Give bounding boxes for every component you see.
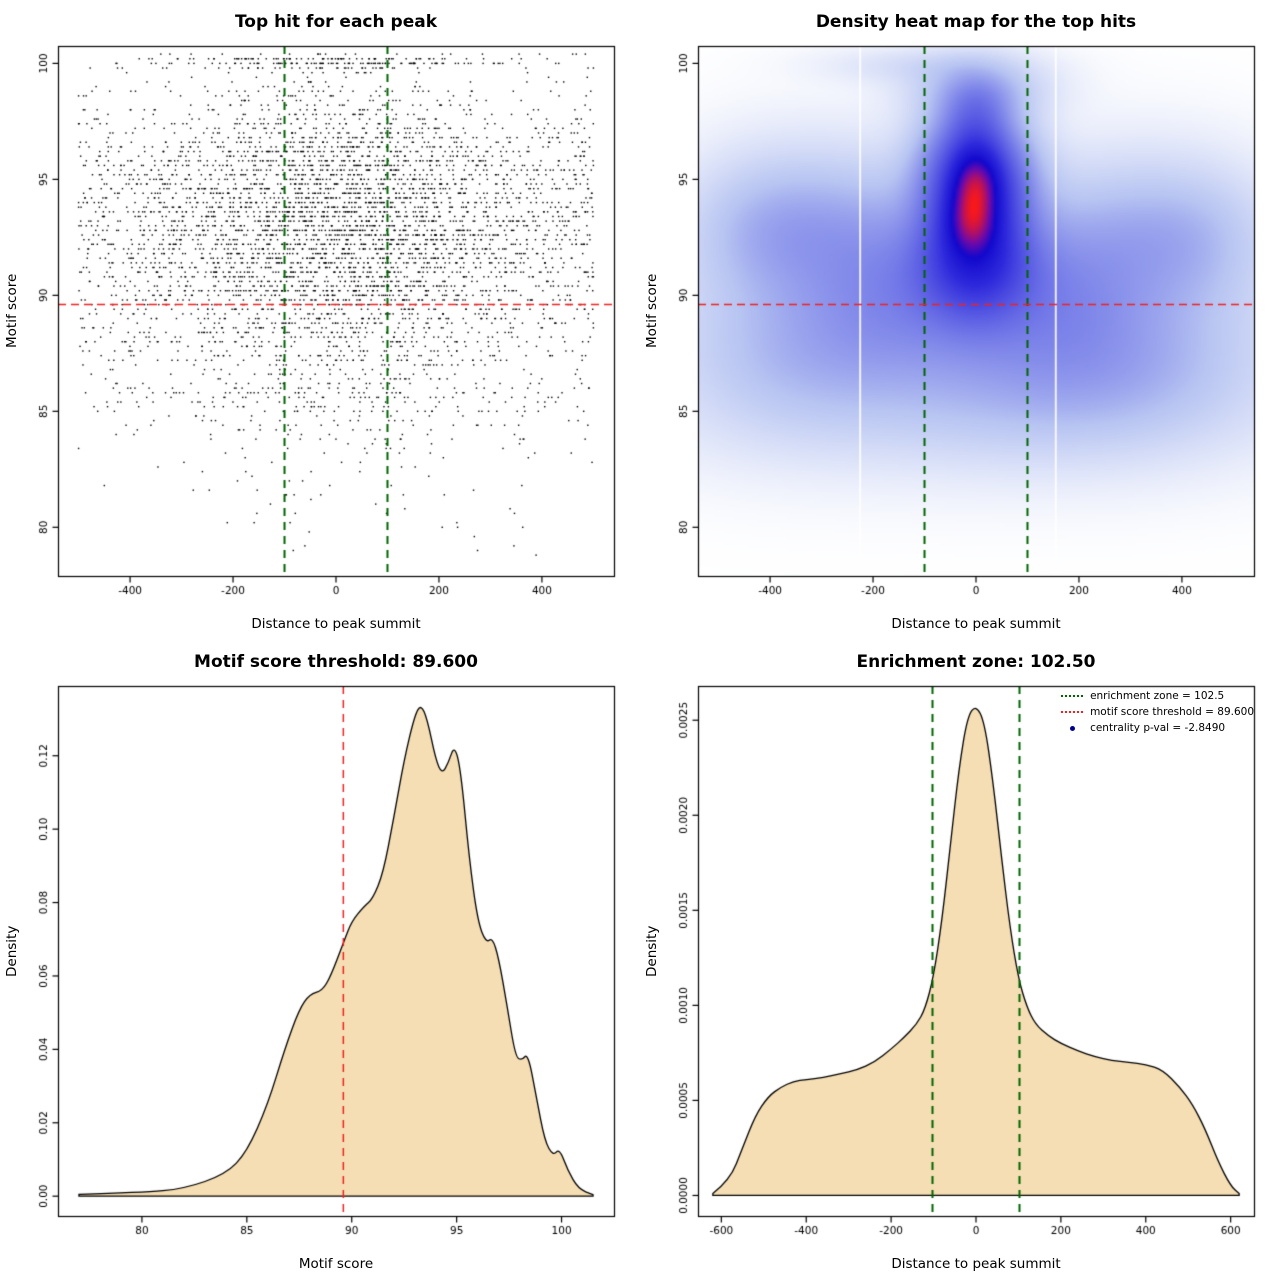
chart-title-heatmap: Density heat map for the top hits <box>815 12 1137 32</box>
y-axis-label-scatter: Motif score <box>4 273 20 349</box>
blue-dot-marker <box>1069 725 1075 731</box>
panel-top-hit-scatter: Top hit for each peak Distance to peak s… <box>0 0 640 640</box>
plot-legend: enrichment zone = 102.5 motif score thre… <box>1061 690 1254 734</box>
chart-title-enrichment-zone: Enrichment zone: 102.50 <box>856 652 1096 672</box>
enrichment-density-plot-canvas <box>640 640 1280 1280</box>
x-axis-label-score: Motif score <box>298 1256 374 1272</box>
y-axis-label-enrichment: Density <box>644 925 660 977</box>
x-axis-label-heatmap: Distance to peak summit <box>891 616 1061 632</box>
y-axis-label-heatmap: Motif score <box>644 273 660 349</box>
x-axis-label-enrichment: Distance to peak summit <box>891 1256 1061 1272</box>
legend-label-score-threshold: motif score threshold = 89.600 <box>1090 706 1254 718</box>
legend-entry-score-threshold: motif score threshold = 89.600 <box>1061 706 1254 718</box>
green-dotted-line-swatch <box>1061 695 1084 697</box>
panel-density-heatmap: Density heat map for the top hits Distan… <box>640 0 1280 640</box>
chart-title-scatter: Top hit for each peak <box>234 12 438 32</box>
y-axis-label-score: Density <box>4 925 20 977</box>
legend-label-enrichment-zone: enrichment zone = 102.5 <box>1090 690 1225 702</box>
scatter-plot-canvas <box>0 0 640 640</box>
score-density-plot-canvas <box>0 640 640 1280</box>
heatmap-plot-canvas <box>640 0 1280 640</box>
panel-enrichment-zone-density: Enrichment zone: 102.50 Distance to peak… <box>640 640 1280 1280</box>
legend-entry-enrichment-zone: enrichment zone = 102.5 <box>1061 690 1254 702</box>
panel-motif-score-density: Motif score threshold: 89.600 Motif scor… <box>0 640 640 1280</box>
red-dotted-line-swatch <box>1061 711 1084 713</box>
legend-label-centrality-pval: centrality p-val = -2.8490 <box>1090 722 1226 734</box>
chart-title-score-threshold: Motif score threshold: 89.600 <box>194 652 478 672</box>
x-axis-label-scatter: Distance to peak summit <box>251 616 421 632</box>
legend-entry-centrality-pval: centrality p-val = -2.8490 <box>1061 722 1254 734</box>
